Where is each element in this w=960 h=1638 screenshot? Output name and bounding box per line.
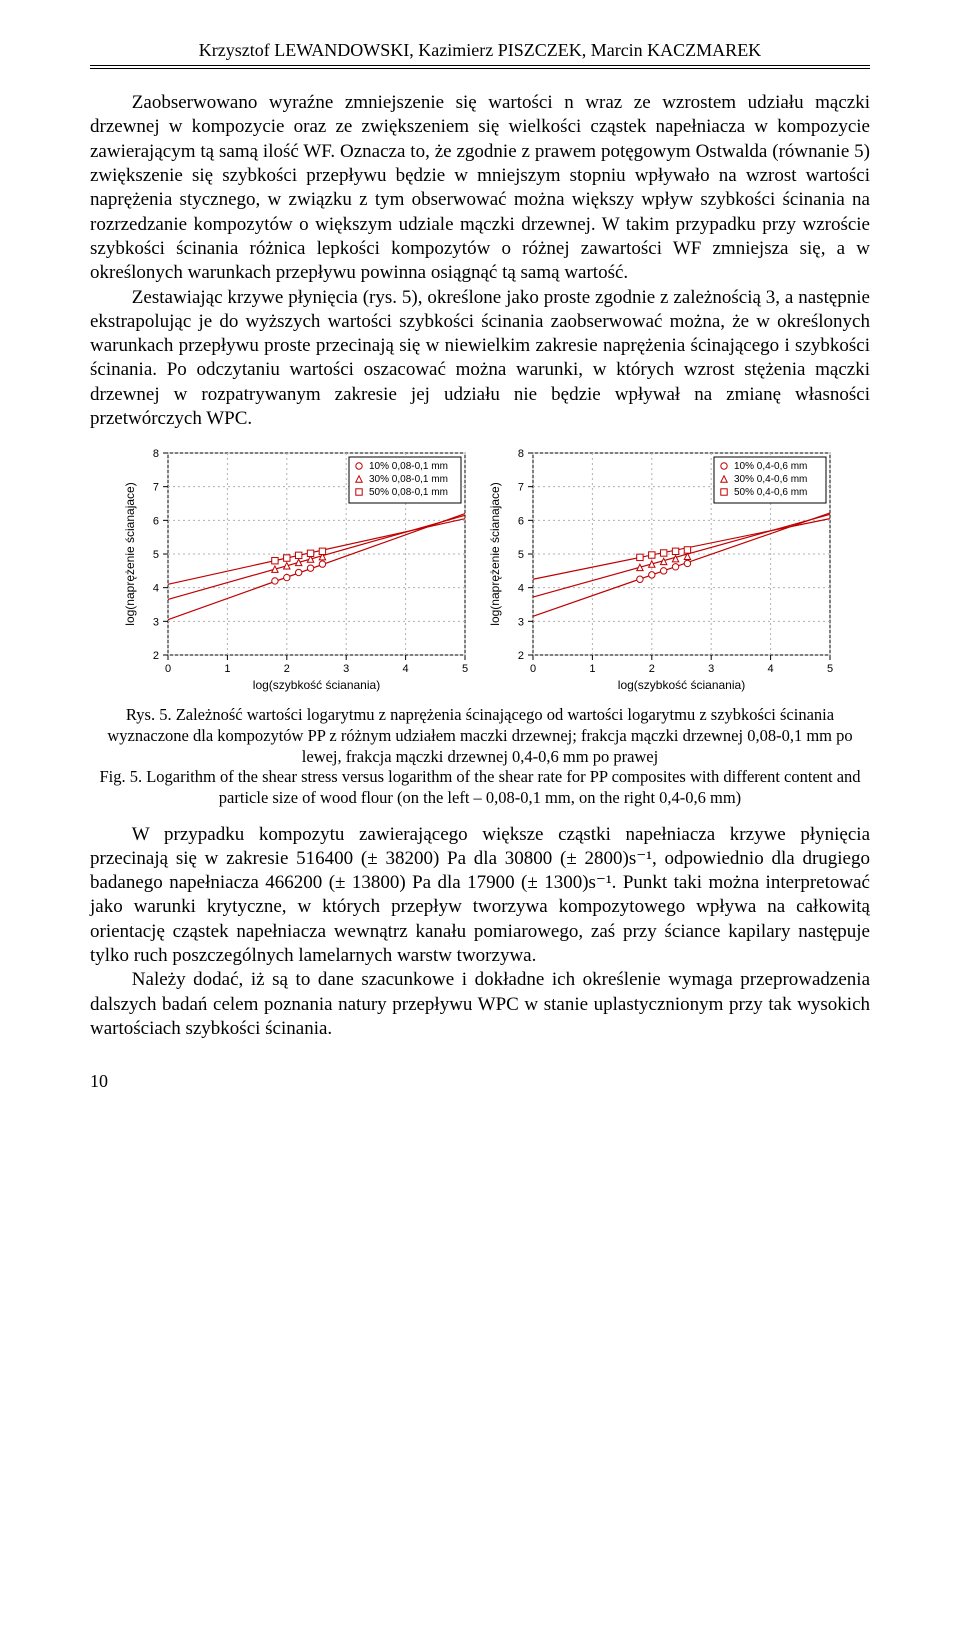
svg-text:5: 5 [827,663,833,675]
figure5-caption: Rys. 5. Zależność wartości logarytmu z n… [90,705,870,808]
svg-text:6: 6 [153,516,159,528]
figure5-right-svg: 0 1 2 3 4 5 2 3 4 5 6 7 8 log(szybkość ścianania) log(… [485,445,840,695]
svg-text:30% 0,08-0,1 mm: 30% 0,08-0,1 mm [369,474,448,485]
svg-text:5: 5 [518,549,524,561]
svg-text:7: 7 [518,482,524,494]
paragraph-2: Zestawiając krzywe płynięcia (rys. 5), o… [90,286,870,432]
figure5-caption-pl: Rys. 5. Zależność wartości logarytmu z n… [107,705,852,765]
svg-text:3: 3 [518,617,524,629]
paragraph-4: Należy dodać, iż są to dane szacunkowe i… [90,968,870,1041]
figure5-charts-row: 0 1 2 3 4 5 2 3 4 5 6 7 8 log(szybkość ścianania) log(… [90,445,870,695]
svg-text:4: 4 [153,583,159,595]
svg-text:log(szybkość ścianania): log(szybkość ścianania) [618,678,745,692]
svg-text:2: 2 [284,663,290,675]
svg-text:50% 0,08-0,1 mm: 50% 0,08-0,1 mm [369,487,448,498]
svg-text:8: 8 [153,448,159,460]
svg-text:3: 3 [343,663,349,675]
svg-text:0: 0 [530,663,536,675]
svg-text:1: 1 [589,663,595,675]
svg-text:5: 5 [462,663,468,675]
svg-text:10% 0,4-0,6 mm: 10% 0,4-0,6 mm [734,461,807,472]
figure5-left-chart: 0 1 2 3 4 5 2 3 4 5 6 7 8 log(szybkość ścianania) log(… [120,445,475,695]
svg-text:30% 0,4-0,6 mm: 30% 0,4-0,6 mm [734,474,807,485]
svg-text:8: 8 [518,448,524,460]
svg-text:5: 5 [153,549,159,561]
svg-text:1: 1 [224,663,230,675]
figure5-right-chart: 0 1 2 3 4 5 2 3 4 5 6 7 8 log(szybkość ścianania) log(… [485,445,840,695]
svg-text:log(naprężenie ścianajace): log(naprężenie ścianajace) [123,483,137,626]
svg-text:50% 0,4-0,6 mm: 50% 0,4-0,6 mm [734,487,807,498]
svg-text:6: 6 [518,516,524,528]
paragraph-1: Zaobserwowano wyraźne zmniejszenie się w… [90,91,870,286]
svg-text:3: 3 [153,617,159,629]
svg-text:0: 0 [165,663,171,675]
page-number: 10 [90,1071,870,1092]
figure5-left-svg: 0 1 2 3 4 5 2 3 4 5 6 7 8 log(szybkość ścianania) log(… [120,445,475,695]
svg-text:4: 4 [768,663,774,675]
svg-text:2: 2 [518,650,524,662]
svg-text:7: 7 [153,482,159,494]
svg-text:log(szybkość ścianania): log(szybkość ścianania) [253,678,380,692]
svg-text:2: 2 [153,650,159,662]
svg-text:10% 0,08-0,1 mm: 10% 0,08-0,1 mm [369,461,448,472]
svg-text:2: 2 [649,663,655,675]
svg-text:4: 4 [403,663,409,675]
svg-text:3: 3 [708,663,714,675]
header-rule [90,65,870,69]
paragraph-3: W przypadku kompozytu zawierającego więk… [90,823,870,969]
figure5-caption-en: Fig. 5. Logarithm of the shear stress ve… [99,767,860,807]
svg-text:4: 4 [518,583,524,595]
svg-text:log(naprężenie ścianajace): log(naprężenie ścianajace) [488,483,502,626]
page-header-authors: Krzysztof LEWANDOWSKI, Kazimierz PISZCZE… [90,40,870,65]
